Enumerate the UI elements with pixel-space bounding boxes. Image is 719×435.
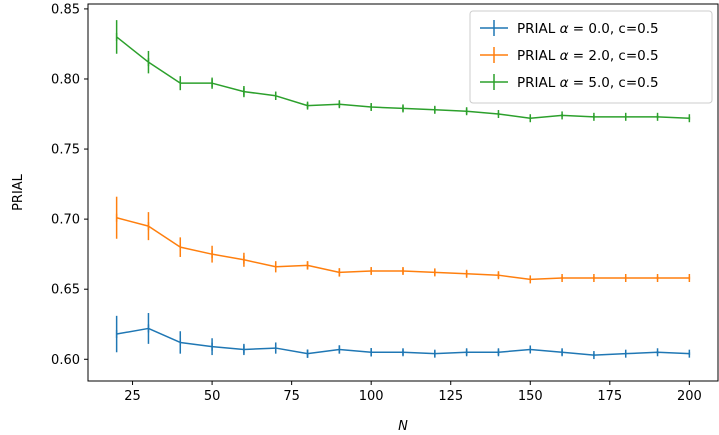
y-axis: 0.60 0.65 0.70 0.75 0.80 0.85 — [51, 2, 88, 368]
x-tick-label: 100 — [359, 389, 384, 404]
x-tick-label: 175 — [597, 389, 622, 404]
x-tick-label: 25 — [124, 389, 141, 404]
legend-label: PRIAL α = 2.0, c=0.5 — [517, 48, 659, 64]
legend-entry: PRIAL α = 5.0, c=0.5 — [480, 74, 659, 91]
x-axis: 25 50 75 100 125 150 175 200 — [124, 381, 702, 404]
y-tick-label: 0.75 — [51, 143, 80, 158]
x-tick-label: 125 — [438, 389, 463, 404]
y-axis-label: PRIAL — [11, 173, 26, 211]
y-tick-label: 0.70 — [51, 213, 80, 228]
series-2 — [115, 20, 691, 123]
x-tick-label: 150 — [518, 389, 543, 404]
series-0 — [115, 313, 691, 360]
legend-box — [469, 10, 713, 104]
x-axis-label: N — [398, 419, 408, 434]
plot-frame — [87, 3, 719, 382]
series-1 — [115, 196, 691, 284]
y-tick-label: 0.85 — [51, 2, 80, 17]
legend: PRIAL α = 0.0, c=0.5 PRIAL α = 2.0, c=0.5… — [469, 10, 713, 104]
y-tick-label: 0.80 — [51, 72, 80, 87]
x-tick-label: 50 — [204, 389, 221, 404]
legend-label: PRIAL α = 5.0, c=0.5 — [517, 75, 659, 91]
x-tick-label: 200 — [677, 389, 702, 404]
x-tick-label: 75 — [283, 389, 300, 404]
legend-entry: PRIAL α = 0.0, c=0.5 — [480, 20, 659, 37]
legend-label: PRIAL α = 0.0, c=0.5 — [517, 21, 659, 37]
legend-entry: PRIAL α = 2.0, c=0.5 — [480, 47, 659, 64]
y-tick-label: 0.65 — [51, 283, 80, 298]
series-layer — [115, 20, 691, 360]
y-tick-label: 0.60 — [51, 353, 80, 368]
